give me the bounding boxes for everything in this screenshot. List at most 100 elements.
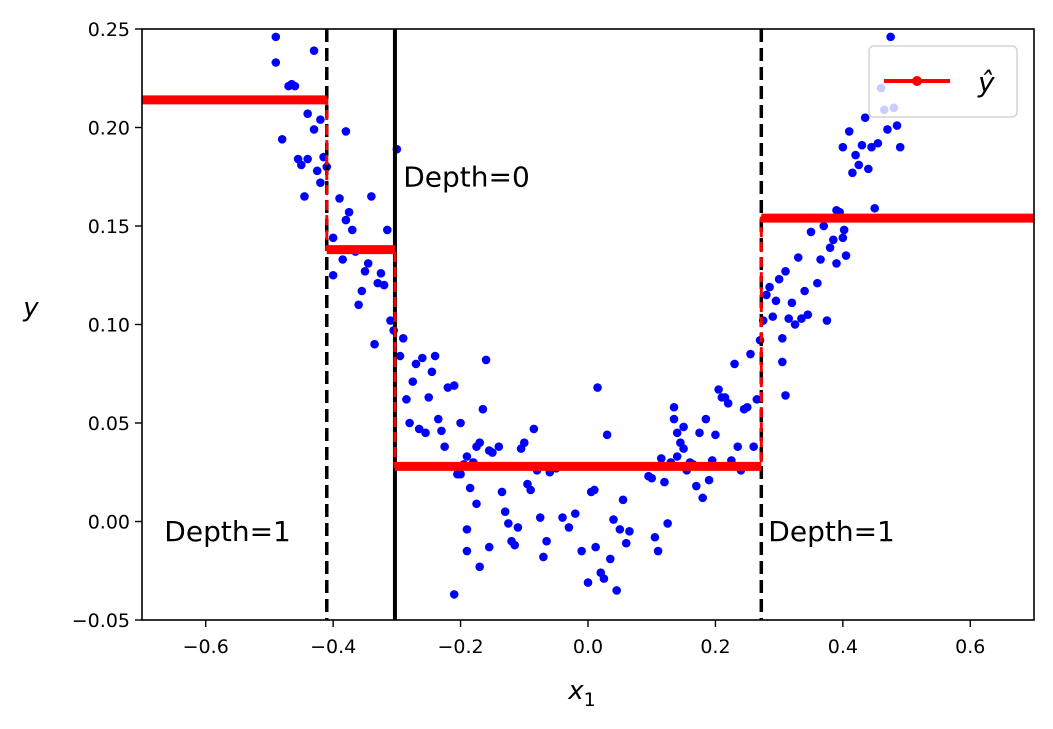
data-point	[841, 251, 851, 260]
data-point	[867, 142, 876, 152]
data-point	[500, 507, 510, 516]
data-point	[825, 243, 835, 252]
data-point	[462, 452, 472, 461]
data-point	[723, 399, 733, 408]
y-tick-label: 0.10	[88, 315, 130, 337]
data-point	[711, 430, 720, 440]
y-tick-label: 0.20	[88, 118, 130, 140]
data-point	[472, 499, 481, 509]
data-point	[771, 296, 781, 306]
data-point	[363, 259, 373, 268]
data-point	[883, 125, 892, 134]
data-point	[519, 438, 529, 448]
data-point	[838, 142, 848, 152]
data-point	[813, 278, 822, 288]
data-point	[354, 300, 363, 310]
data-point	[854, 160, 864, 170]
data-point	[570, 509, 580, 518]
data-point	[433, 414, 443, 424]
data-point	[475, 438, 484, 448]
data-point	[844, 127, 854, 136]
data-point	[449, 590, 459, 599]
data-point	[612, 586, 621, 595]
data-point	[870, 203, 880, 213]
depth-annotation: Depth=1	[164, 515, 291, 548]
data-point	[456, 469, 465, 479]
data-point	[857, 140, 867, 150]
plot-content	[142, 29, 1034, 620]
data-point	[414, 424, 424, 434]
data-point	[886, 32, 895, 42]
data-point	[838, 233, 848, 243]
data-point	[851, 150, 860, 160]
data-point	[793, 253, 803, 262]
data-point	[742, 402, 752, 412]
x-tick-label: −0.4	[310, 636, 356, 658]
data-point	[427, 367, 437, 377]
data-point	[644, 471, 653, 481]
data-point	[526, 485, 535, 495]
plot-area: Depth=0 Depth=1 Depth=1	[142, 29, 1034, 620]
data-point	[618, 495, 628, 505]
data-point	[615, 525, 625, 534]
data-point	[411, 359, 421, 369]
data-point	[437, 426, 446, 436]
data-point	[462, 525, 472, 534]
depth-annotation: Depth=1	[768, 515, 895, 548]
depth-annotation: Depth=0	[403, 161, 530, 194]
data-point	[781, 391, 790, 400]
data-point	[864, 164, 873, 174]
data-point	[679, 422, 688, 432]
data-point	[542, 536, 551, 546]
data-point	[424, 393, 434, 402]
data-point	[449, 381, 459, 390]
data-point	[376, 268, 386, 278]
prediction-connector	[142, 98, 1034, 468]
data-point	[478, 404, 488, 414]
data-point	[602, 430, 612, 440]
data-point	[271, 32, 281, 42]
data-point	[873, 138, 883, 148]
data-point	[848, 168, 857, 178]
data-point	[816, 255, 825, 264]
data-point	[701, 414, 711, 424]
data-point	[768, 312, 778, 321]
data-point	[379, 280, 389, 290]
data-point	[832, 259, 841, 268]
x-tick-label: 0.6	[955, 636, 985, 658]
x-axis-label-subscript: 1	[584, 689, 596, 711]
data-point	[730, 359, 739, 369]
data-point	[653, 546, 663, 556]
data-point	[357, 286, 367, 296]
data-point	[822, 316, 832, 325]
data-point	[539, 552, 548, 562]
data-point	[513, 523, 523, 532]
data-point	[367, 192, 376, 201]
data-point	[819, 221, 829, 231]
data-point	[481, 355, 491, 365]
legend-marker-swatch	[912, 76, 922, 86]
x-tick-label: −0.6	[183, 636, 229, 658]
data-point	[787, 298, 797, 308]
data-point	[895, 142, 905, 152]
data-point	[303, 109, 312, 119]
data-point	[892, 121, 902, 130]
data-point	[488, 448, 497, 457]
data-point	[778, 357, 787, 367]
data-point	[650, 532, 660, 542]
data-point	[765, 282, 774, 292]
axis-labels: x1 y	[22, 293, 595, 711]
data-point	[860, 113, 870, 122]
data-point	[714, 385, 723, 394]
data-point	[535, 513, 545, 522]
y-tick-label: 0.25	[88, 19, 130, 41]
data-point	[778, 333, 787, 343]
legend-label: ŷ	[977, 66, 995, 99]
data-point	[300, 192, 309, 201]
data-point	[341, 127, 351, 136]
data-point	[405, 418, 414, 428]
data-point	[287, 79, 297, 89]
data-point	[698, 493, 707, 503]
data-point	[839, 225, 849, 235]
